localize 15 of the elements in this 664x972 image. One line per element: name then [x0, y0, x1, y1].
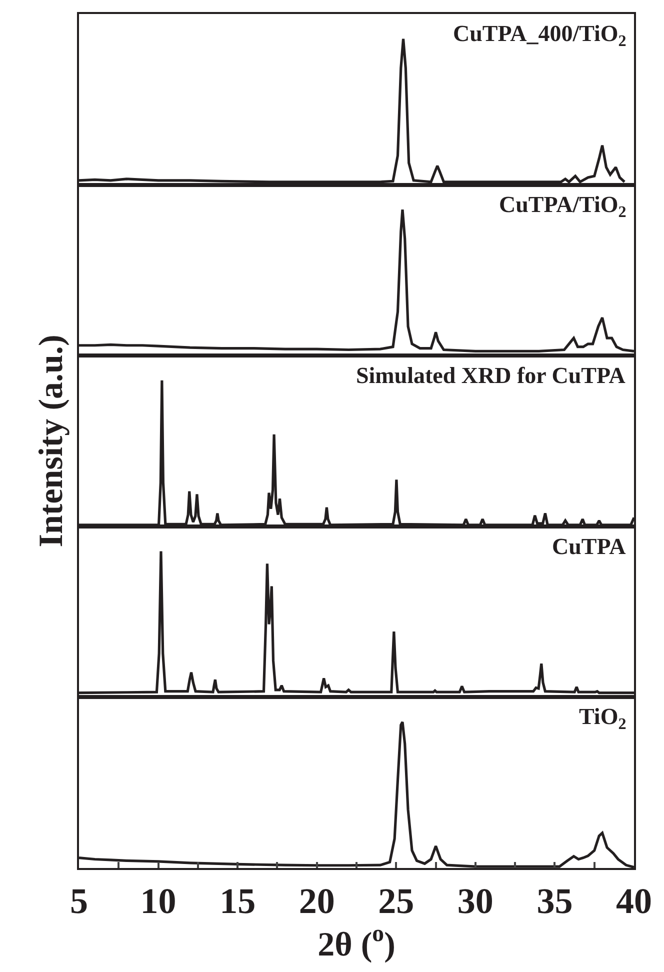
y-axis-title: Intensity (a.u.) [33, 334, 70, 548]
x-tick-label: 40 [616, 881, 652, 922]
x-tick-label: 25 [378, 881, 414, 922]
x-tick-label: 20 [298, 881, 335, 922]
chart-title: TiO$_{2}$ [579, 704, 626, 733]
chart-title: CuTPA [552, 534, 626, 559]
x-tick-label: 5 [70, 881, 88, 922]
x-tick-label: 10 [140, 881, 176, 922]
x-axis-title: 2θ ($^{o}$) [318, 921, 396, 964]
chart-title: CuTPA/TiO$_{2}$ [499, 192, 626, 221]
x-tick-label: 30 [457, 881, 494, 922]
x-tick-label: 15 [220, 881, 256, 922]
x-tick-label: 35 [536, 881, 573, 922]
chart-title: Simulated XRD for CuTPA [356, 363, 626, 388]
chart-title: CuTPA_400/TiO$_{2}$ [453, 21, 626, 50]
